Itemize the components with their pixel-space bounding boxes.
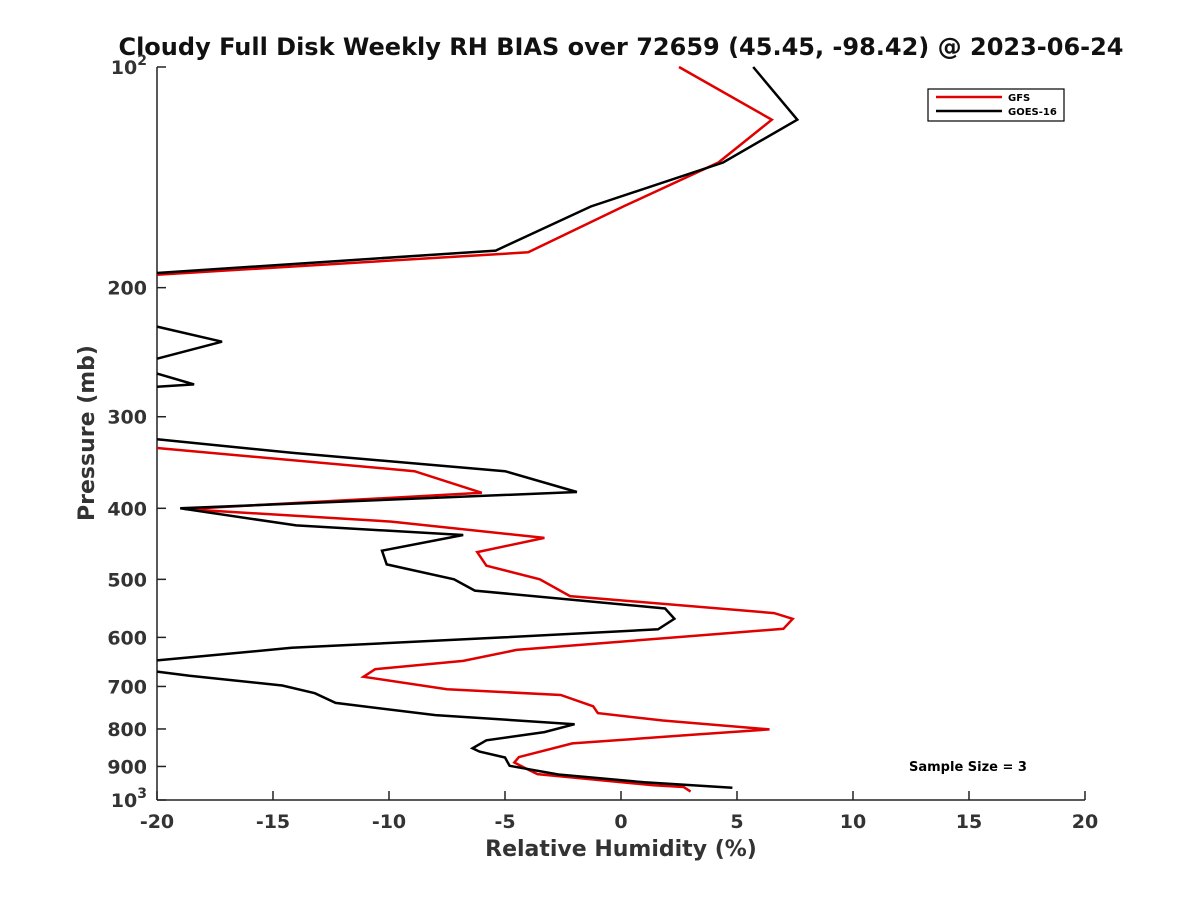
x-axis: -20 -15 -10 -5 0 5 10 15 20 [140, 791, 1098, 833]
sample-size-annotation: Sample Size = 3 [909, 760, 1027, 775]
x-tick-label: -5 [494, 811, 515, 833]
y-axis-label: Pressure (mb) [75, 345, 100, 521]
series-line-gfs [156, 65, 795, 793]
x-tick-label: 0 [614, 811, 627, 833]
y-tick-label: 500 [107, 569, 147, 591]
y-tick-label: 102 [111, 53, 147, 79]
y-tick-label: 400 [107, 498, 147, 520]
y-axis: 102 200 300 400 500 600 700 800 900 103 [107, 53, 166, 812]
y-tick-label: 700 [107, 676, 147, 698]
plot-area [156, 65, 1085, 801]
x-tick-label: -20 [140, 811, 174, 833]
legend: GFS GOES-16 [927, 88, 1065, 122]
series-line-goes16 [156, 66, 800, 789]
x-tick-label: 5 [730, 811, 743, 833]
y-tick-label: 900 [107, 756, 147, 778]
x-tick-label: 10 [840, 811, 866, 833]
legend-box [927, 88, 1065, 122]
x-tick-label: -10 [372, 811, 406, 833]
legend-label-goes16: GOES-16 [1008, 107, 1057, 118]
x-tick-label: -15 [256, 811, 290, 833]
y-tick-label: 200 [107, 278, 147, 300]
chart-title: Cloudy Full Disk Weekly RH BIAS over 726… [118, 33, 1123, 61]
y-tick-label: 800 [107, 719, 147, 741]
legend-label-gfs: GFS [1008, 93, 1030, 104]
x-tick-label: 20 [1072, 811, 1098, 833]
y-tick-label: 300 [107, 407, 147, 429]
x-axis-label: Relative Humidity (%) [485, 837, 757, 862]
y-tick-label: 600 [107, 627, 147, 649]
x-tick-label: 15 [956, 811, 982, 833]
y-tick-label: 103 [111, 786, 147, 812]
